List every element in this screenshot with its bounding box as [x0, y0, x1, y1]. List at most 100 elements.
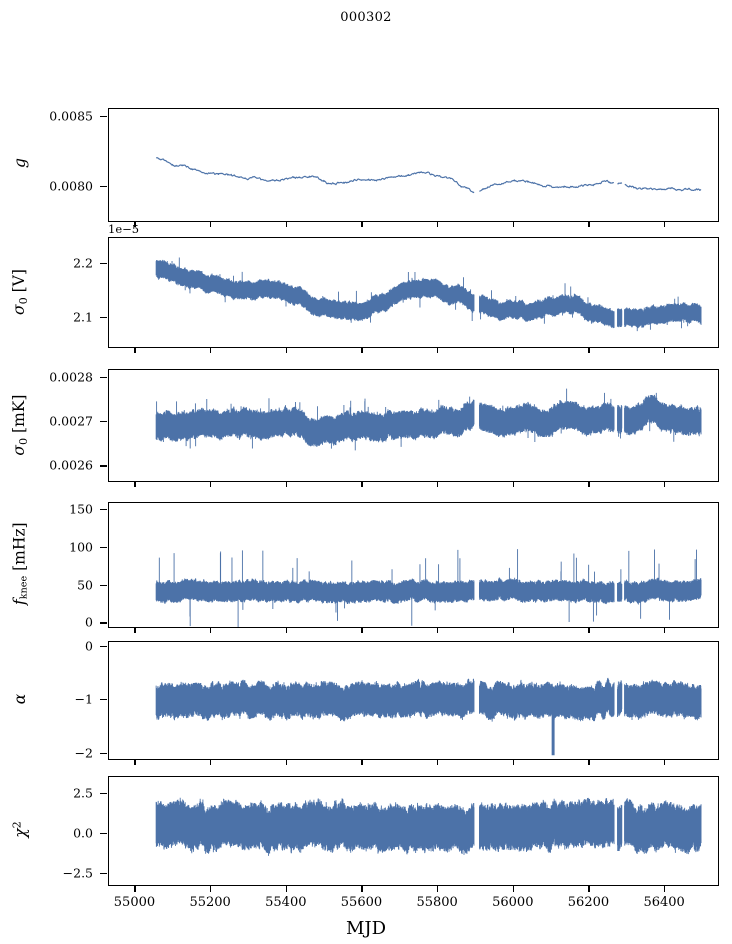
xtick-label-2: 55400 — [265, 895, 307, 910]
ytick-mark-gain-1 — [100, 186, 107, 188]
ytick-label-alpha-2: −2 — [74, 745, 93, 761]
xtick-stub-2-3 — [361, 482, 363, 487]
xtick-mark-0 — [134, 886, 136, 892]
plot-panel-sigma0-volts — [108, 237, 719, 348]
ytick-label-chi2-0: 2.5 — [73, 785, 93, 801]
xtick-stub-1-3 — [361, 348, 363, 353]
ytick-label-fknee-1: 100 — [69, 539, 93, 555]
xtick-label-1: 55200 — [189, 895, 231, 910]
ytick-mark-chi2-2 — [100, 873, 107, 875]
y-axis-offset-sigma0-volts: 1e−5 — [108, 222, 140, 236]
ytick-label-fknee-0: 150 — [69, 501, 93, 517]
ytick-label-alpha-0: 0 — [85, 638, 93, 654]
xtick-label-3: 55600 — [340, 895, 383, 910]
xtick-mark-3 — [361, 886, 363, 892]
ytick-mark-fknee-1 — [100, 546, 107, 548]
xtick-stub-3-3 — [361, 628, 363, 633]
xtick-stub-0-2 — [285, 222, 287, 227]
ytick-label-sigma0-mk-2: 0.0026 — [49, 457, 93, 473]
xtick-stub-2-4 — [437, 482, 439, 487]
ytick-mark-gain-0 — [100, 116, 107, 118]
xtick-stub-4-0 — [134, 760, 136, 765]
xtick-label-7: 56400 — [643, 895, 685, 910]
xtick-stub-3-1 — [210, 628, 212, 633]
plot-panel-alpha — [108, 641, 719, 760]
xtick-stub-3-2 — [285, 628, 287, 633]
xtick-mark-5 — [512, 886, 514, 892]
ytick-mark-sigma0-volts-0 — [100, 262, 107, 264]
xtick-label-0: 55000 — [113, 895, 156, 910]
xtick-stub-1-1 — [210, 348, 212, 353]
xtick-stub-0-7 — [664, 222, 666, 227]
xtick-stub-4-5 — [512, 760, 514, 765]
xtick-label-6: 56200 — [567, 895, 610, 910]
plot-panel-chi2 — [108, 776, 719, 886]
ytick-label-fknee-3: 0 — [85, 614, 93, 630]
figure-title: 000302 — [340, 10, 392, 25]
ytick-mark-chi2-0 — [100, 793, 107, 795]
series-sigma0-mk — [109, 370, 718, 481]
xtick-stub-1-2 — [285, 348, 287, 353]
xtick-label-4: 55800 — [416, 895, 458, 910]
series-alpha — [109, 642, 718, 759]
xtick-stub-3-0 — [134, 628, 136, 633]
ytick-label-sigma0-volts-0: 2.2 — [73, 255, 93, 271]
xtick-stub-4-6 — [588, 760, 590, 765]
xtick-stub-3-7 — [664, 628, 666, 633]
xtick-stub-4-7 — [664, 760, 666, 765]
xtick-mark-4 — [437, 886, 439, 892]
series-sigma0-volts — [109, 238, 718, 347]
xtick-stub-2-7 — [664, 482, 666, 487]
xtick-stub-0-0 — [134, 222, 136, 227]
xtick-stub-3-5 — [512, 628, 514, 633]
y-axis-label-sigma0-mk: σ0 [mK] — [9, 394, 31, 456]
xtick-stub-1-4 — [437, 348, 439, 353]
xtick-stub-2-5 — [512, 482, 514, 487]
ytick-label-gain-0: 0.0085 — [49, 108, 93, 124]
xtick-stub-3-6 — [588, 628, 590, 633]
xtick-stub-1-7 — [664, 348, 666, 353]
ytick-mark-alpha-0 — [100, 645, 107, 647]
xtick-mark-2 — [285, 886, 287, 892]
ytick-mark-fknee-2 — [100, 584, 107, 586]
ytick-label-chi2-2: −2.5 — [62, 865, 93, 881]
xtick-stub-4-2 — [285, 760, 287, 765]
ytick-label-sigma0-mk-0: 0.0028 — [49, 369, 93, 385]
ytick-mark-fknee-3 — [100, 622, 107, 624]
ytick-label-sigma0-mk-1: 0.0027 — [49, 413, 93, 429]
xtick-stub-2-1 — [210, 482, 212, 487]
xtick-stub-1-0 — [134, 348, 136, 353]
ytick-label-sigma0-volts-1: 2.1 — [73, 309, 93, 325]
ytick-mark-sigma0-mk-2 — [100, 465, 107, 467]
y-axis-label-chi2: χ2 — [10, 821, 30, 838]
ytick-mark-chi2-1 — [100, 833, 107, 835]
ytick-label-gain-1: 0.0080 — [49, 178, 93, 194]
xtick-stub-1-5 — [512, 348, 514, 353]
xtick-stub-4-3 — [361, 760, 363, 765]
plot-panel-gain — [108, 108, 719, 222]
xtick-stub-0-1 — [210, 222, 212, 227]
ytick-label-alpha-1: −1 — [74, 691, 93, 707]
ytick-label-fknee-2: 50 — [77, 577, 93, 593]
xtick-label-5: 56000 — [492, 895, 534, 910]
xtick-stub-1-6 — [588, 348, 590, 353]
ytick-mark-fknee-0 — [100, 509, 107, 511]
ytick-mark-sigma0-volts-1 — [100, 317, 107, 319]
xtick-stub-4-1 — [210, 760, 212, 765]
xtick-mark-7 — [664, 886, 666, 892]
x-axis-label: MJD — [345, 918, 387, 939]
xtick-stub-0-3 — [361, 222, 363, 227]
xtick-stub-2-6 — [588, 482, 590, 487]
xtick-stub-2-2 — [285, 482, 287, 487]
series-gain — [109, 109, 718, 221]
series-fknee — [109, 503, 718, 627]
plot-panel-fknee — [108, 502, 719, 628]
xtick-stub-0-5 — [512, 222, 514, 227]
ytick-mark-alpha-1 — [100, 699, 107, 701]
ytick-mark-sigma0-mk-1 — [100, 421, 107, 423]
ytick-label-chi2-1: 0.0 — [73, 825, 93, 841]
xtick-mark-6 — [588, 886, 590, 892]
series-chi2 — [109, 777, 718, 885]
xtick-stub-0-4 — [437, 222, 439, 227]
